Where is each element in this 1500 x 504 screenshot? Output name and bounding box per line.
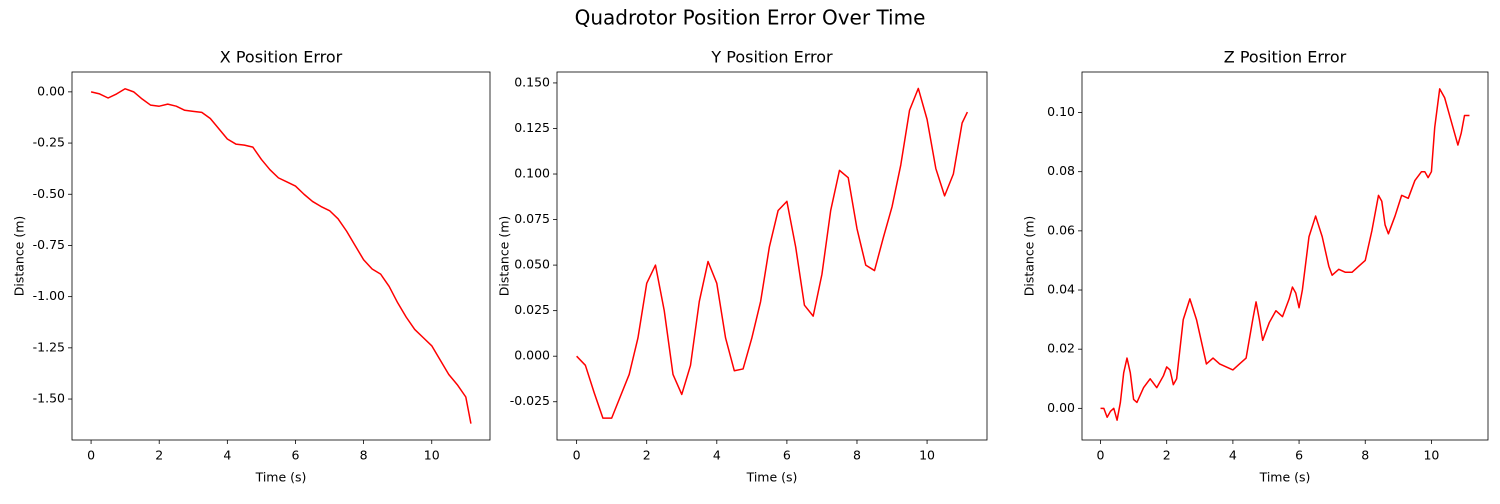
- x-axis-label: Time (s): [255, 470, 307, 485]
- x-tick-label: 6: [1295, 448, 1303, 463]
- x-tick-label: 8: [853, 448, 861, 463]
- y-tick-label: -0.25: [33, 135, 65, 150]
- figure-title: Quadrotor Position Error Over Time: [575, 6, 926, 30]
- y-tick-label: 0.08: [1047, 163, 1075, 178]
- y-tick-label: -1.25: [33, 339, 65, 354]
- y-axis-label: Distance (m): [497, 216, 512, 297]
- x-axis-label: Time (s): [746, 470, 798, 485]
- y-axis-label: Distance (m): [1022, 216, 1037, 297]
- y-tick-label: 0.100: [514, 166, 550, 181]
- x-tick-label: 0: [573, 448, 581, 463]
- y-tick-label: 0.02: [1047, 341, 1075, 356]
- subplot-title: Z Position Error: [1224, 48, 1347, 67]
- x-tick-label: 2: [643, 448, 651, 463]
- x-tick-label: 4: [1229, 448, 1237, 463]
- y-tick-label: 0.00: [1047, 400, 1075, 415]
- y-tick-label: 0.025: [514, 302, 550, 317]
- x-tick-label: 0: [1097, 448, 1105, 463]
- y-tick-label: -0.75: [33, 237, 65, 252]
- x-tick-label: 10: [424, 448, 440, 463]
- x-tick-label: 6: [783, 448, 791, 463]
- x-tick-label: 2: [155, 448, 163, 463]
- data-line: [90, 88, 472, 424]
- x-tick-label: 8: [360, 448, 368, 463]
- x-tick-label: 10: [1423, 448, 1439, 463]
- y-tick-label: -0.025: [510, 393, 550, 408]
- x-tick-label: 8: [1361, 448, 1369, 463]
- axes-frame: [556, 71, 988, 441]
- x-axis-label: Time (s): [1259, 470, 1311, 485]
- y-tick-label: 0.125: [514, 120, 550, 135]
- y-tick-label: -1.00: [33, 288, 65, 303]
- y-tick-label: 0.075: [514, 211, 550, 226]
- y-tick-label: 0.04: [1047, 282, 1075, 297]
- x-tick-label: 6: [292, 448, 300, 463]
- y-tick-label: 0.000: [514, 348, 550, 363]
- y-tick-label: 0.00: [37, 83, 65, 98]
- y-tick-label: 0.06: [1047, 222, 1075, 237]
- data-line: [1100, 88, 1470, 421]
- axes-frame: [1081, 71, 1489, 441]
- y-axis-label: Distance (m): [12, 216, 27, 297]
- axes-frame: [71, 71, 491, 441]
- x-tick-label: 4: [713, 448, 721, 463]
- y-tick-label: 0.150: [514, 74, 550, 89]
- x-tick-label: 10: [919, 448, 935, 463]
- data-line: [576, 87, 969, 419]
- subplot-title: X Position Error: [220, 48, 343, 67]
- x-tick-label: 2: [1163, 448, 1171, 463]
- y-tick-label: -0.50: [33, 186, 65, 201]
- y-tick-label: -1.50: [33, 391, 65, 406]
- x-tick-label: 4: [223, 448, 231, 463]
- y-tick-label: 0.10: [1047, 104, 1075, 119]
- y-tick-label: 0.050: [514, 257, 550, 272]
- x-tick-label: 0: [87, 448, 95, 463]
- subplot-title: Y Position Error: [710, 48, 833, 67]
